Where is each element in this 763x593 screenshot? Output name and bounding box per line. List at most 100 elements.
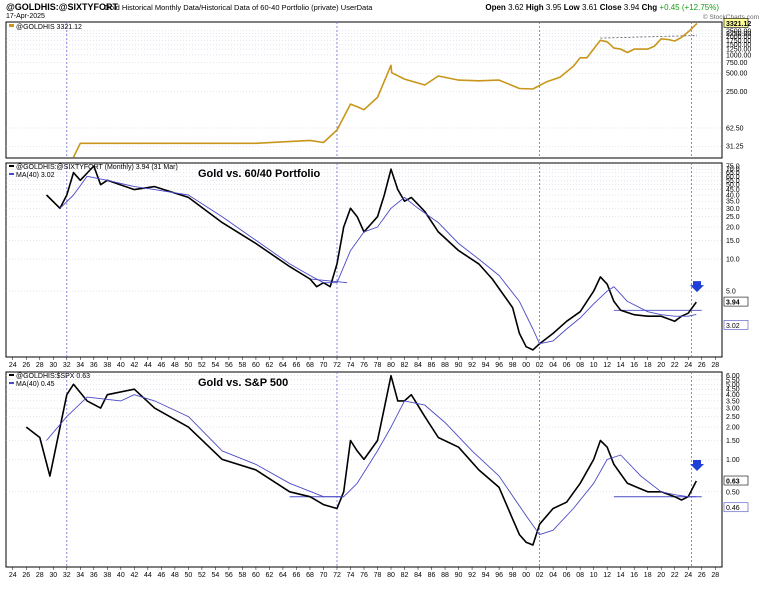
x-tick-label: 76 [360,362,368,369]
x-tick-label: 68 [306,572,314,579]
x-tick-label: 68 [306,362,314,369]
low-value: 3.61 [581,3,598,12]
y-tick-label: 250.00 [726,89,748,96]
x-tick-label: 06 [563,572,571,579]
y-tick-label: 2500.00 [726,28,751,35]
ma-value-box [723,320,749,330]
legend-series: @GOLDHIS:@SIXTYFORT (Monthly) 3.94 (31 M… [16,164,178,171]
y-tick-label: 5.50 [726,377,740,384]
x-tick-label: 36 [90,572,98,579]
x-tick-label: 72 [333,572,341,579]
x-tick-label: 42 [130,572,138,579]
legend-swatch [9,165,14,167]
ma40-line [46,394,697,536]
gold-price-line [72,22,698,158]
x-tick-label: 32 [63,572,71,579]
data-source: UserData [340,3,373,12]
y-tick-label: 4.00 [726,392,740,399]
x-tick-label: 96 [495,572,503,579]
down-arrow-icon [690,460,705,472]
x-tick-label: 90 [455,362,463,369]
x-tick-label: 58 [239,362,247,369]
y-tick-label: 1.50 [726,438,740,445]
y-tick-label: 1750.00 [726,38,751,45]
y-tick-label: 3.00 [726,406,740,413]
x-tick-label: 34 [76,362,84,369]
y-tick-label: 2250.00 [726,31,751,38]
close-value: 3.94 [623,3,640,12]
x-tick-label: 02 [536,362,544,369]
panel-title: Gold vs. 60/40 Portfolio [198,168,321,180]
low-label: Low [563,3,580,12]
x-tick-label: 18 [644,362,652,369]
x-tick-label: 20 [657,572,665,579]
y-tick-label: 1000.00 [726,52,751,59]
x-tick-label: 64 [279,362,287,369]
y-tick-label: 65.0 [726,170,740,177]
y-tick-label: 40.0 [726,193,740,200]
x-tick-label: 58 [239,572,247,579]
x-tick-label: 16 [630,362,638,369]
x-tick-label: 70 [320,572,328,579]
x-tick-label: 52 [198,572,206,579]
x-tick-label: 34 [76,572,84,579]
chg-value: +0.45 (+12.75%) [659,3,719,12]
trend-line [309,278,348,284]
ma-value-label: 0.46 [726,505,740,512]
y-tick-label: 15.0 [726,238,740,245]
x-tick-label: 46 [157,572,165,579]
x-tick-label: 88 [441,362,449,369]
y-tick-label: 2.50 [726,414,740,421]
x-tick-label: 92 [468,362,476,369]
y-tick-label: 70.0 [726,167,740,174]
x-tick-label: 30 [49,572,57,579]
x-tick-label: 94 [482,362,490,369]
x-tick-label: 40 [117,572,125,579]
x-tick-label: 08 [576,362,584,369]
x-tick-label: 86 [428,362,436,369]
x-tick-label: 38 [103,362,111,369]
x-tick-label: 26 [22,572,30,579]
open-value: 3.62 [508,3,524,12]
x-tick-label: 44 [144,362,152,369]
x-tick-label: 80 [387,572,395,579]
y-tick-label: 4.50 [726,387,740,394]
x-tick-label: 48 [171,572,179,579]
ma-value-label: 3.02 [726,323,740,330]
x-tick-label: 28 [36,362,44,369]
legend-series: @GOLDHIS:$SPX 0.63 [16,373,90,380]
y-tick-label: 0.50 [726,489,740,496]
x-tick-label: 26 [698,362,706,369]
y-tick-label: 31.25 [726,144,744,151]
x-tick-label: 18 [644,572,652,579]
x-tick-label: 50 [184,572,192,579]
x-tick-label: 26 [22,362,30,369]
down-arrow-icon [690,281,705,293]
ma40-line [59,175,697,345]
close-label: Close [599,3,622,12]
chart-symbol: @GOLDHIS:@SIXTYFORT [6,2,119,12]
x-tick-label: 00 [522,362,530,369]
y-tick-label: 5.00 [726,382,740,389]
x-tick-label: 08 [576,572,584,579]
legend-swatch [9,382,14,384]
description-text: Gold Historical Monthly Data/Historical … [104,3,339,12]
x-tick-label: 66 [293,362,301,369]
trend-line [600,35,698,39]
x-tick-label: 04 [549,572,557,579]
x-tick-label: 90 [455,572,463,579]
chg-label: Chg [641,3,658,12]
last-value-box [723,475,749,486]
x-tick-label: 24 [684,362,692,369]
y-tick-label: 2000.00 [726,34,751,41]
x-tick-label: 76 [360,572,368,579]
x-tick-label: 84 [414,572,422,579]
x-tick-label: 54 [211,362,219,369]
x-tick-label: 84 [414,362,422,369]
legend-swatch [9,24,14,27]
legend-gold: @GOLDHIS 3321.12 [16,24,82,31]
x-tick-label: 10 [590,572,598,579]
x-tick-label: 20 [657,362,665,369]
x-tick-label: 00 [522,572,530,579]
panel-ratio_6040: 5.010.015.020.025.030.035.040.045.050.05… [5,162,749,369]
